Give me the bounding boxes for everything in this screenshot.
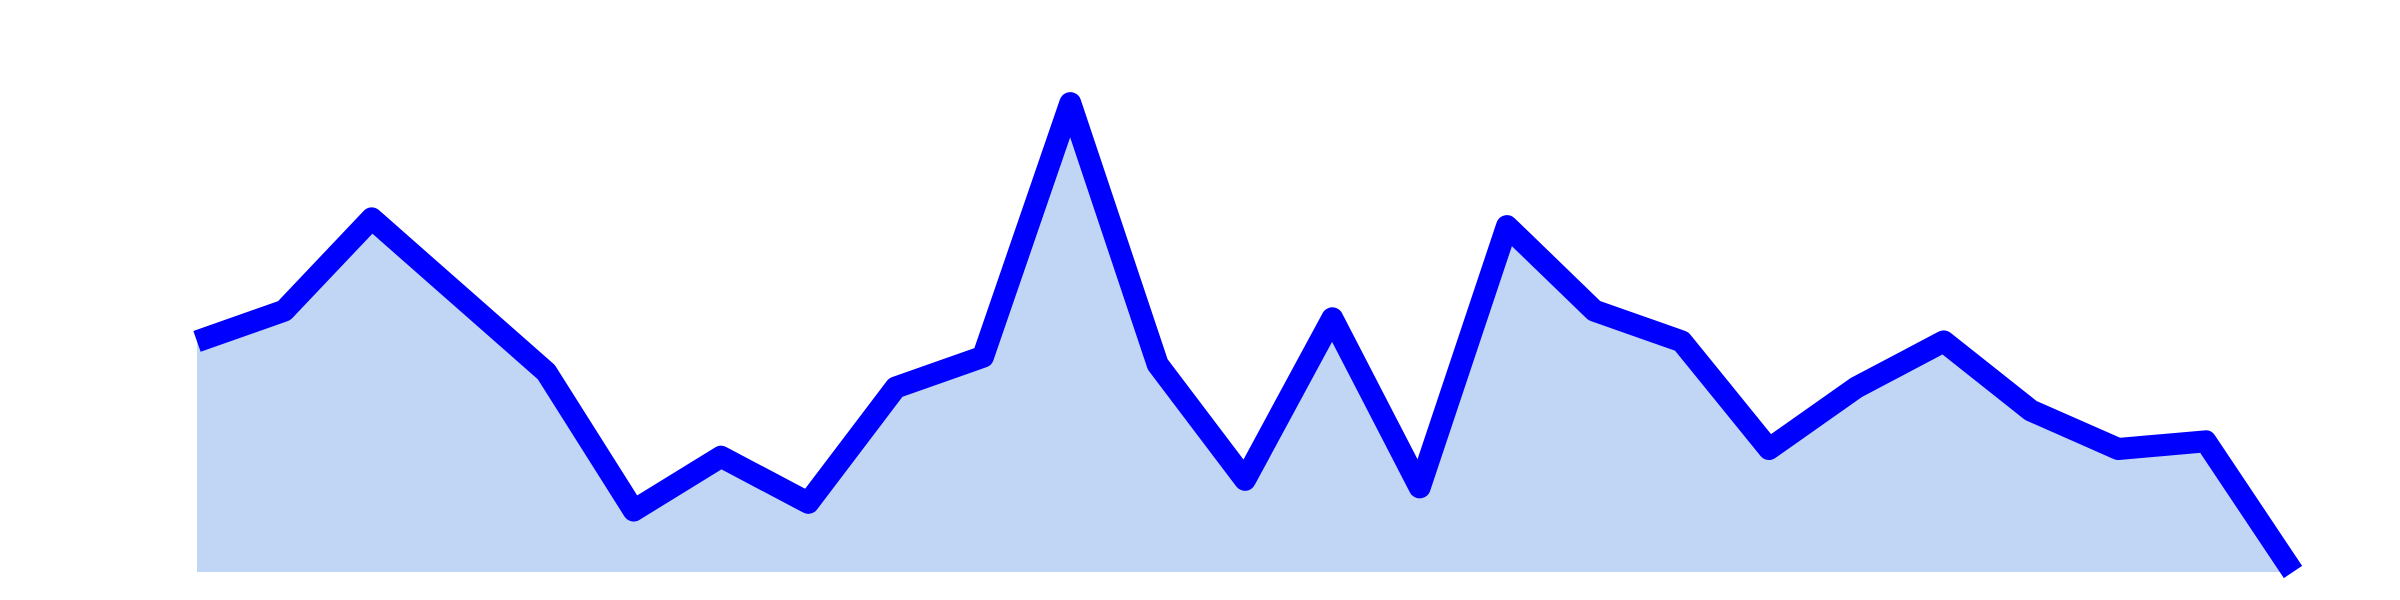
data-point-4 — [535, 361, 557, 383]
line-layer — [193, 92, 2303, 579]
data-point-10 — [1059, 92, 1081, 114]
data-point-3 — [448, 284, 470, 306]
data-point-15 — [1496, 215, 1518, 237]
data-point-21 — [2020, 400, 2042, 422]
data-point-8 — [885, 377, 907, 399]
data-point-18 — [1758, 438, 1780, 460]
data-point-23 — [2195, 430, 2217, 452]
data-point-6 — [710, 446, 732, 468]
data-point-22 — [2107, 438, 2129, 460]
series-line — [193, 92, 2303, 579]
data-point-0 — [186, 330, 208, 352]
data-point-13 — [1321, 307, 1343, 329]
data-point-17 — [1671, 330, 1693, 352]
data-point-12 — [1234, 469, 1256, 491]
data-point-19 — [1845, 377, 1867, 399]
data-point-20 — [1933, 330, 1955, 352]
data-point-16 — [1583, 300, 1605, 322]
data-point-24 — [2282, 561, 2304, 583]
data-point-9 — [972, 346, 994, 368]
data-point-1 — [273, 300, 295, 322]
data-point-11 — [1147, 353, 1169, 375]
data-point-7 — [797, 492, 819, 514]
data-point-14 — [1409, 476, 1431, 498]
data-point-2 — [361, 207, 383, 229]
data-point-5 — [623, 500, 645, 522]
